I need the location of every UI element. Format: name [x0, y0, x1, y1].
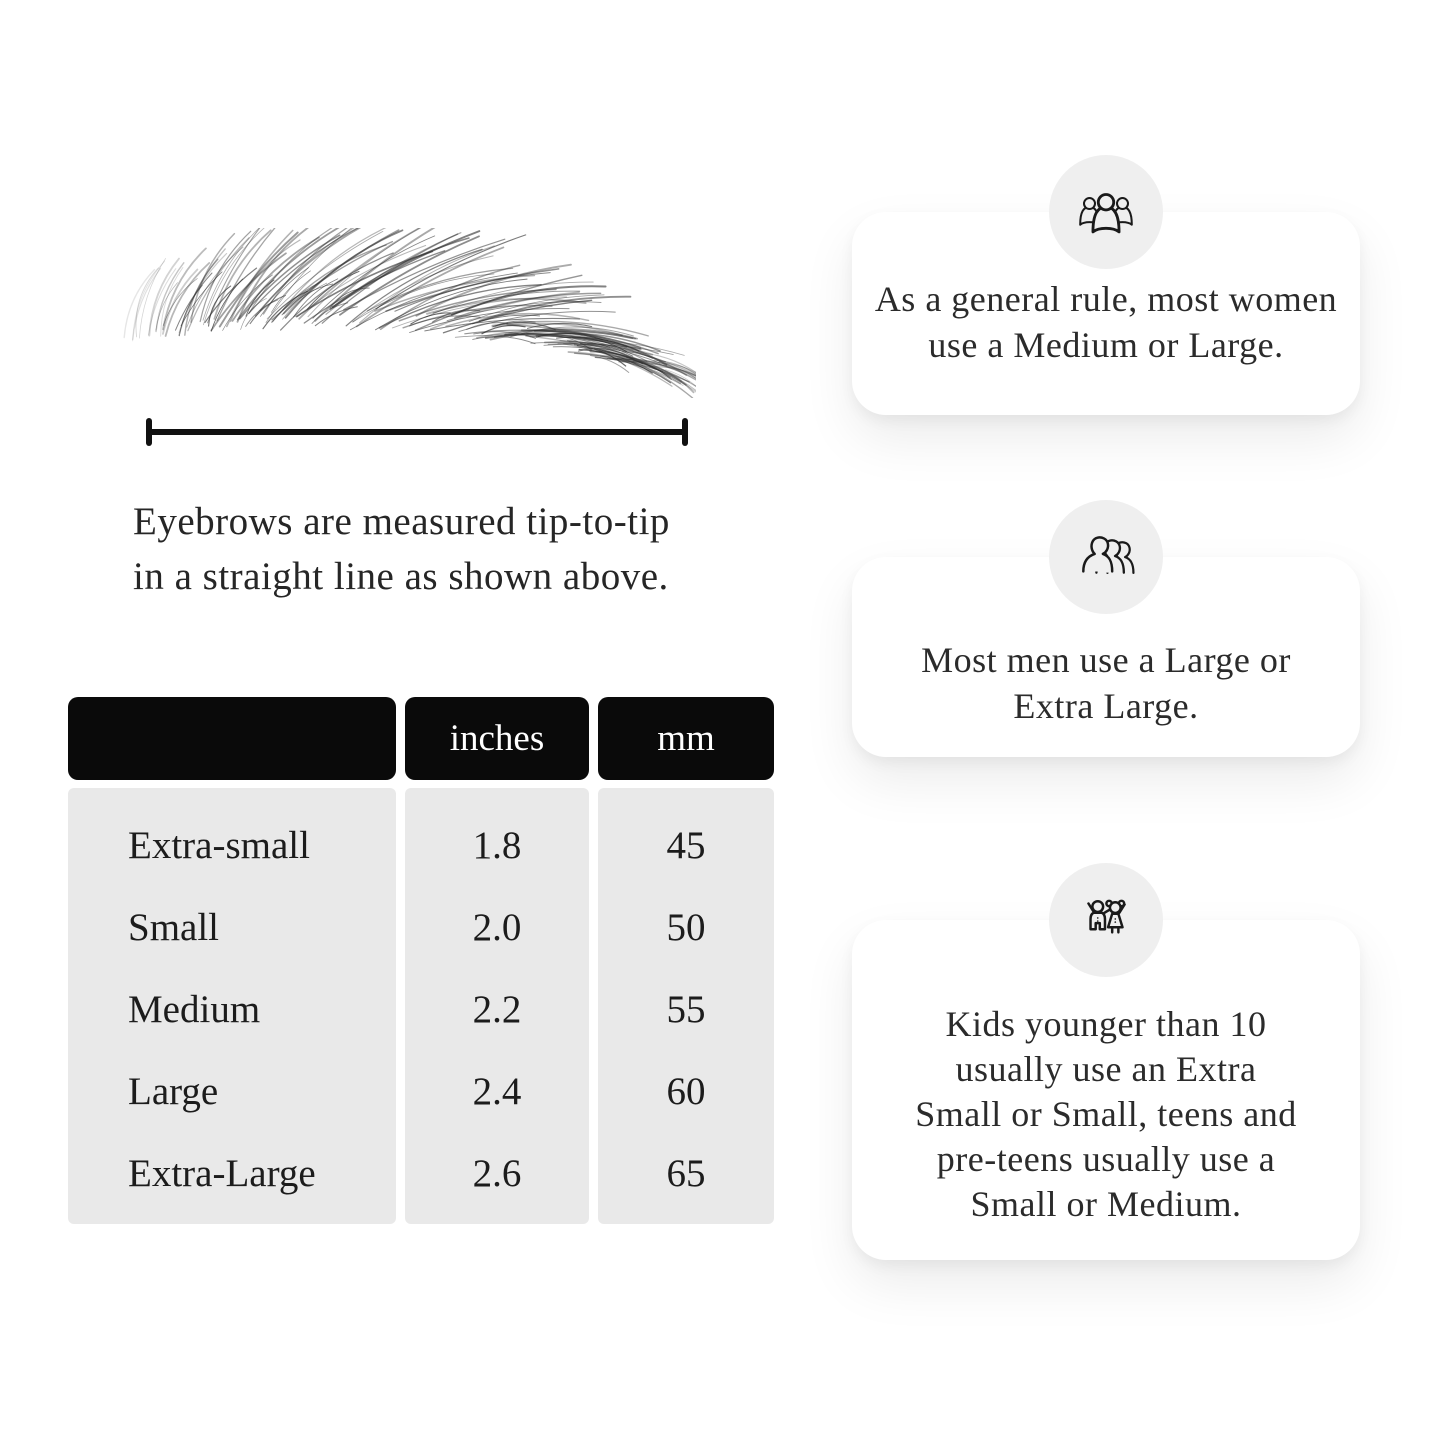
table-body: Extra-small Small Medium Large Extra-Lar… — [68, 788, 774, 1224]
table-cell-label: Small — [128, 905, 220, 949]
table-cell-label: Medium — [128, 987, 261, 1031]
women-group-icon — [1079, 193, 1133, 234]
table-cell-inches: 2.4 — [472, 1069, 522, 1113]
diagram-caption-line1: Eyebrows are measured tip-to-tip — [133, 500, 670, 543]
card-text-line: As a general rule, most women — [874, 279, 1338, 319]
diagram-caption: Eyebrows are measured tip-to-tip in a st… — [133, 494, 773, 604]
table-cell-mm: 45 — [666, 823, 706, 867]
info-card-kids: Kids younger than 10 usually use an Extr… — [852, 920, 1360, 1260]
table-cell-label: Large — [128, 1069, 219, 1113]
card-text-line: Most men use a Large or — [921, 640, 1291, 680]
table-header-cell-mm: mm — [598, 697, 774, 780]
measurement-line-bar — [148, 429, 686, 435]
table-cell-label: Extra-small — [128, 823, 310, 867]
men-group-icon — [1082, 536, 1135, 574]
measurement-line-right-cap — [682, 418, 688, 446]
icon-circle-women — [1049, 155, 1163, 269]
info-card-women-text: As a general rule, most women use a Medi… — [852, 276, 1360, 368]
table-column-inches: 1.8 2.0 2.2 2.4 2.6 — [405, 788, 589, 1224]
info-card-women: As a general rule, most women use a Medi… — [852, 212, 1360, 415]
table-cell-mm: 65 — [666, 1151, 706, 1195]
eyebrow-illustration — [118, 228, 696, 398]
card-text-line: Small or Small, teens and — [915, 1094, 1297, 1134]
size-table: inches mm Extra-small Small Medium Large… — [68, 697, 774, 1224]
card-text-line: pre-teens usually use a — [936, 1139, 1276, 1179]
kids-icon — [1087, 899, 1126, 934]
table-cell-inches: 2.2 — [472, 987, 522, 1031]
eyebrow-sketch — [123, 228, 696, 398]
table-cell-mm: 60 — [666, 1069, 706, 1113]
table-column-mm: 45 50 55 60 65 — [598, 788, 774, 1224]
card-text-line: use a Medium or Large. — [928, 325, 1284, 365]
info-card-men-text: Most men use a Large or Extra Large. — [852, 637, 1360, 729]
icon-circle-men — [1049, 500, 1163, 614]
card-text-line: usually use an Extra — [955, 1049, 1257, 1089]
table-cell-mm: 55 — [666, 987, 706, 1031]
info-card-men: Most men use a Large or Extra Large. — [852, 557, 1360, 757]
table-cell-mm: 50 — [666, 905, 706, 949]
table-column-labels: Extra-small Small Medium Large Extra-Lar… — [68, 788, 396, 1224]
diagram-caption-line2: in a straight line as shown above. — [133, 555, 669, 598]
table-header-row: inches mm — [68, 697, 774, 780]
table-cell-inches: 2.6 — [472, 1151, 522, 1195]
table-cell-inches: 2.0 — [472, 905, 522, 949]
card-text-line: Extra Large. — [1013, 686, 1199, 726]
info-card-kids-text: Kids younger than 10 usually use an Extr… — [852, 1002, 1360, 1227]
table-header-cell-blank — [68, 697, 396, 780]
table-cell-inches: 1.8 — [472, 823, 522, 867]
table-header-cell-inches: inches — [405, 697, 589, 780]
measurement-line — [146, 418, 688, 446]
icon-circle-kids — [1049, 863, 1163, 977]
table-cell-label: Extra-Large — [128, 1151, 316, 1195]
card-text-line: Small or Medium. — [970, 1184, 1242, 1224]
card-text-line: Kids younger than 10 — [945, 1004, 1267, 1044]
